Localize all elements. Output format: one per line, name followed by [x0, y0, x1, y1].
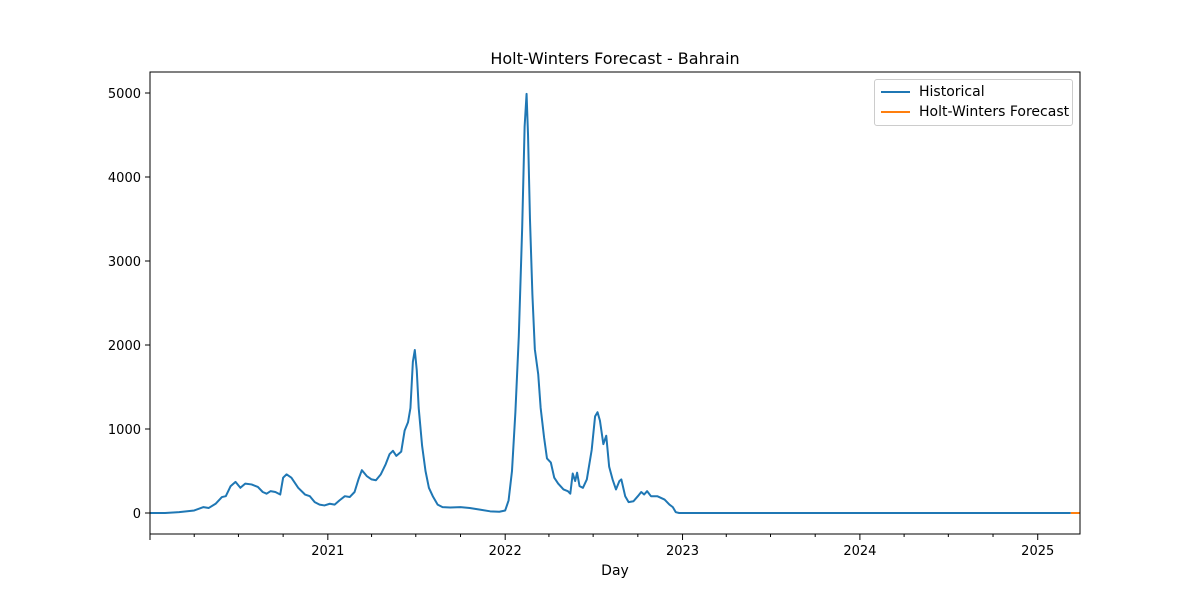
- y-tick-label: 5000: [108, 87, 141, 102]
- legend-label-historical: Historical: [919, 84, 985, 100]
- y-tick-label: 3000: [108, 255, 141, 270]
- legend-item-forecast: Holt-Winters Forecast: [881, 103, 1069, 121]
- plot-frame: [149, 71, 1081, 535]
- x-tick-label: 2023: [666, 544, 699, 559]
- x-tick-label: 2021: [311, 544, 344, 559]
- legend-swatch-historical: [881, 91, 910, 93]
- series-line-0: [150, 92, 1071, 514]
- x-tick-label: 2025: [1021, 544, 1054, 559]
- chart-title: Holt-Winters Forecast - Bahrain: [490, 49, 739, 68]
- y-axis: 0 1000 2000 3000 4000 5000: [108, 87, 150, 522]
- legend-label-forecast: Holt-Winters Forecast: [919, 104, 1070, 120]
- legend: Historical Holt-Winters Forecast: [874, 79, 1073, 126]
- x-axis: 2021 2022 2023 2024 2025: [149, 534, 1054, 559]
- x-tick-label: 2022: [489, 544, 522, 559]
- y-tick-label: 2000: [108, 339, 141, 354]
- legend-swatch-forecast: [881, 111, 910, 113]
- x-axis-label: Day: [601, 563, 629, 579]
- plot-marks: [150, 92, 1080, 514]
- x-tick-label: 2024: [843, 544, 876, 559]
- legend-item-historical: Historical: [881, 83, 985, 101]
- y-tick-label: 4000: [108, 171, 141, 186]
- y-tick-label: 0: [133, 507, 141, 522]
- y-tick-label: 1000: [108, 423, 141, 438]
